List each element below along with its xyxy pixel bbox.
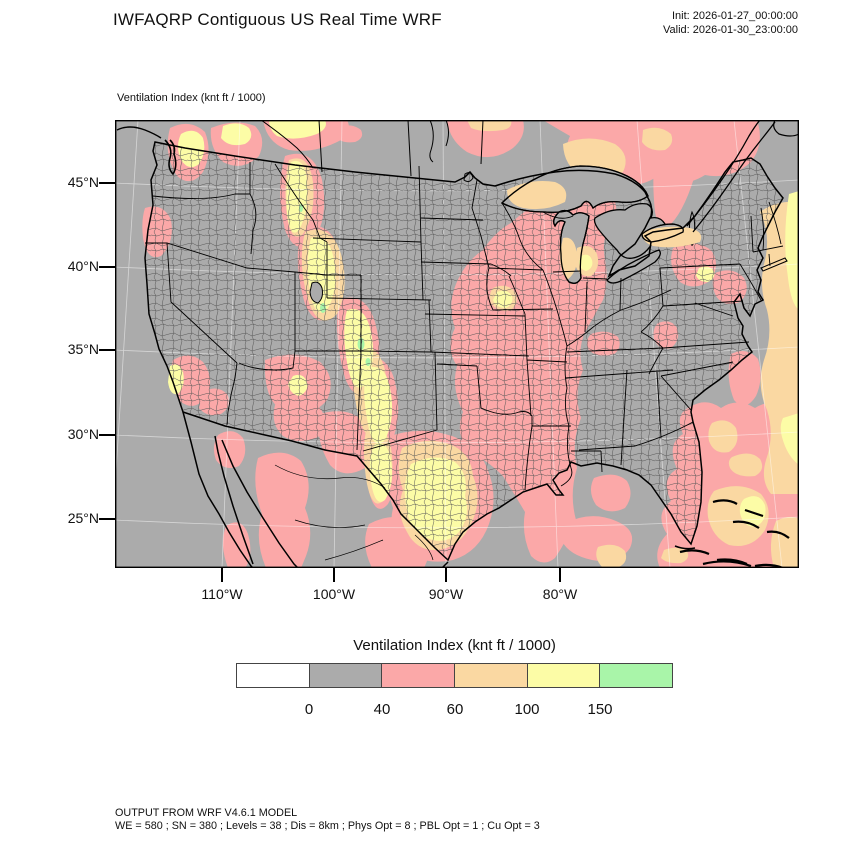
state-borders [145, 162, 784, 491]
canada-mexico-boundaries [260, 119, 484, 561]
legend-tick-40: 40 [373, 701, 391, 718]
lat-label-45n: 45°N [67, 174, 99, 190]
lat-tick [99, 349, 115, 351]
lon-label-100w: 100°W [312, 586, 356, 602]
lake-outlines [500, 165, 684, 284]
lat-label-40n: 40°N [67, 258, 99, 274]
page-title: IWFAQRP Contiguous US Real Time WRF [113, 10, 442, 29]
legend-swatch-tan [454, 664, 527, 687]
legend-swatch-gray [308, 664, 382, 687]
lon-label-90w: 90°W [428, 586, 464, 602]
run-times: Init: 2026-01-27_00:00:00 Valid: 2026-01… [663, 9, 798, 37]
lon-tick [221, 568, 223, 582]
legend-swatch-white [237, 664, 309, 687]
legend-tick-100: 100 [514, 701, 540, 718]
legend-swatch-green [599, 664, 673, 687]
legend-swatch-yellow [526, 664, 600, 687]
st-lawrence-river [686, 119, 776, 233]
lon-tick [333, 568, 335, 582]
bahamas-cuba-islands [679, 499, 790, 570]
lon-label-110w: 110°W [201, 586, 243, 602]
conus-map-svg [109, 119, 800, 570]
lat-label-35n: 35°N [67, 341, 99, 357]
florida-keys [674, 545, 696, 550]
lon-tick [559, 568, 561, 582]
footer-config-line: WE = 580 ; SN = 380 ; Levels = 38 ; Dis … [115, 820, 540, 832]
lat-tick [99, 266, 115, 268]
footer-model-line: OUTPUT FROM WRF V4.6.1 MODEL [115, 807, 298, 819]
conus-map [109, 119, 800, 570]
lat-tick [99, 518, 115, 520]
lat-tick [99, 434, 115, 436]
lat-label-30n: 30°N [67, 426, 99, 442]
us-coastline [144, 141, 784, 562]
lat-label-25n: 25°N [67, 510, 99, 526]
vancouver-island [116, 126, 162, 139]
coastal-details [116, 119, 800, 570]
long-island [760, 257, 788, 272]
valid-time: Valid: 2026-01-30_23:00:00 [663, 24, 798, 36]
legend-colorbar [236, 663, 673, 688]
legend-tick-60: 60 [446, 701, 464, 718]
map-frame [114, 119, 799, 569]
legend-swatch-pink [381, 664, 455, 687]
legend-tick-150: 150 [587, 701, 613, 718]
puget-sound [164, 139, 177, 176]
legend-title: Ventilation Index (knt ft / 1000) [353, 637, 556, 654]
mexico-coastline [182, 411, 449, 569]
init-time: Init: 2026-01-27_00:00:00 [672, 10, 798, 22]
lon-tick [445, 568, 447, 582]
field-label: Ventilation Index (knt ft / 1000) [117, 92, 266, 104]
lat-tick [99, 182, 115, 184]
lon-label-80w: 80°W [542, 586, 578, 602]
legend-tick-0: 0 [304, 701, 314, 718]
great-salt-lake [309, 281, 323, 304]
